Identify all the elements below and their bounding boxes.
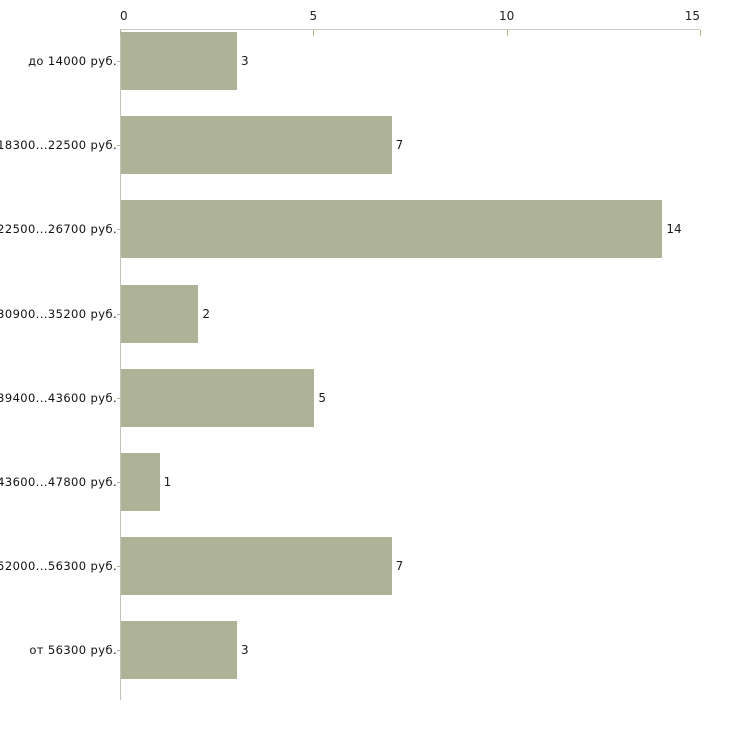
bar[interactable] — [121, 284, 199, 343]
x-axis-tick-label: 15 — [684, 9, 700, 23]
category-label: 30900...35200 руб. — [0, 306, 117, 321]
bar[interactable] — [121, 32, 237, 90]
bar[interactable] — [121, 453, 160, 511]
bar-value-label: 2 — [202, 306, 210, 321]
y-axis-tick — [117, 145, 121, 146]
category-label: 22500...26700 руб. — [0, 222, 117, 237]
x-axis-line — [120, 29, 700, 30]
bar-value-label: 3 — [241, 643, 249, 658]
category-label: 39400...43600 руб. — [0, 390, 117, 405]
bar-value-label: 5 — [318, 390, 326, 405]
y-axis-tick — [117, 314, 121, 315]
bar[interactable] — [121, 200, 663, 259]
y-axis-tick — [117, 61, 121, 62]
y-axis-tick — [117, 650, 121, 651]
bar[interactable] — [121, 368, 315, 427]
category-label: 43600...47800 руб. — [0, 475, 117, 489]
y-axis-line — [120, 29, 121, 700]
category-label: 18300...22500 руб. — [0, 138, 117, 153]
x-axis-tick — [313, 30, 315, 36]
x-axis-tick — [120, 30, 121, 36]
y-axis-tick — [117, 229, 121, 230]
x-axis-tick-label: 5 — [309, 9, 318, 23]
y-axis-tick — [117, 482, 121, 483]
bar[interactable] — [121, 537, 392, 596]
bar[interactable] — [121, 116, 392, 175]
bar-value-label: 7 — [395, 138, 404, 153]
bar-value-label: 14 — [666, 222, 682, 237]
x-axis-tick-label: 0 — [120, 9, 128, 23]
category-label: от 56300 руб. — [29, 643, 117, 658]
category-label: 52000...56300 руб. — [0, 559, 117, 574]
x-axis-tick — [506, 30, 508, 36]
bar-value-label: 1 — [163, 475, 172, 489]
bar-value-label: 7 — [395, 559, 404, 574]
x-axis-tick-label: 10 — [499, 9, 515, 23]
y-axis-tick — [117, 566, 121, 567]
category-label: до 14000 руб. — [28, 54, 117, 68]
y-axis-tick — [117, 398, 121, 399]
bar[interactable] — [121, 621, 237, 680]
bar-value-label: 3 — [241, 54, 249, 68]
x-axis-tick — [700, 30, 701, 36]
